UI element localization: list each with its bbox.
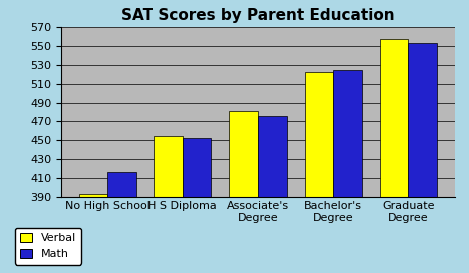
Legend: Verbal, Math: Verbal, Math <box>15 228 81 265</box>
Bar <box>304 72 333 273</box>
Bar <box>107 172 136 273</box>
Bar <box>258 116 287 273</box>
Bar <box>183 138 212 273</box>
Bar <box>333 70 362 273</box>
Bar <box>229 111 258 273</box>
Bar <box>79 194 107 273</box>
Bar <box>408 43 437 273</box>
Bar <box>380 38 408 273</box>
Bar <box>154 136 183 273</box>
Title: SAT Scores by Parent Education: SAT Scores by Parent Education <box>121 8 395 23</box>
